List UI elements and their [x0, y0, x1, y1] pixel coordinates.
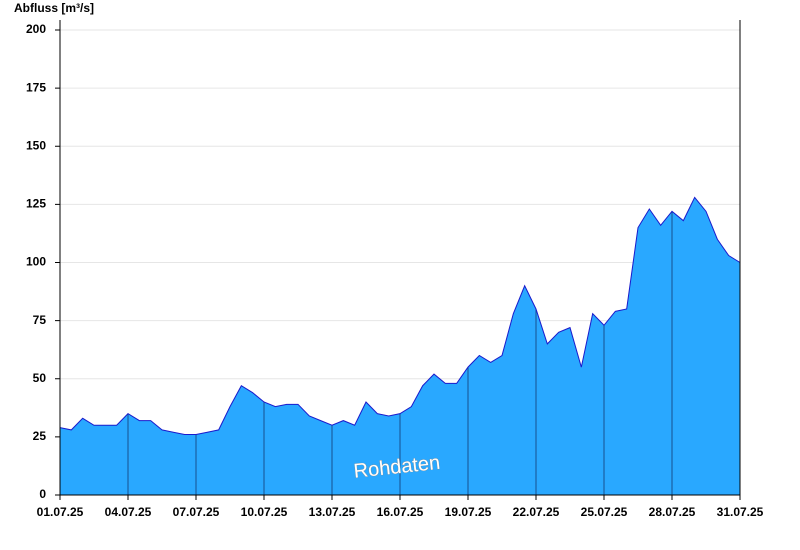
y-tick-label: 75 [33, 313, 47, 327]
y-tick-label: 125 [26, 197, 46, 211]
y-tick-label: 25 [33, 429, 47, 443]
y-tick-label: 200 [26, 22, 46, 36]
x-tick-label: 10.07.25 [241, 505, 288, 519]
area [60, 197, 740, 495]
x-tick-label: 16.07.25 [377, 505, 424, 519]
x-tick-label: 22.07.25 [513, 505, 560, 519]
y-tick-label: 175 [26, 80, 46, 94]
x-tick-label: 01.07.25 [37, 505, 84, 519]
y-tick-label: 150 [26, 138, 46, 152]
x-tick-label: 28.07.25 [649, 505, 696, 519]
y-tick-label: 100 [26, 255, 46, 269]
x-tick-label: 13.07.25 [309, 505, 356, 519]
y-axis-label: Abfluss [m³/s] [14, 1, 94, 15]
x-tick-label: 25.07.25 [581, 505, 628, 519]
x-tick-label: 07.07.25 [173, 505, 220, 519]
x-tick-label: 31.07.25 [717, 505, 764, 519]
line [59, 196, 741, 436]
x-tick-label: 19.07.25 [445, 505, 492, 519]
y-tick-label: 50 [33, 371, 47, 385]
x-tick-label: 04.07.25 [105, 505, 152, 519]
y-tick-label: 0 [39, 487, 46, 501]
